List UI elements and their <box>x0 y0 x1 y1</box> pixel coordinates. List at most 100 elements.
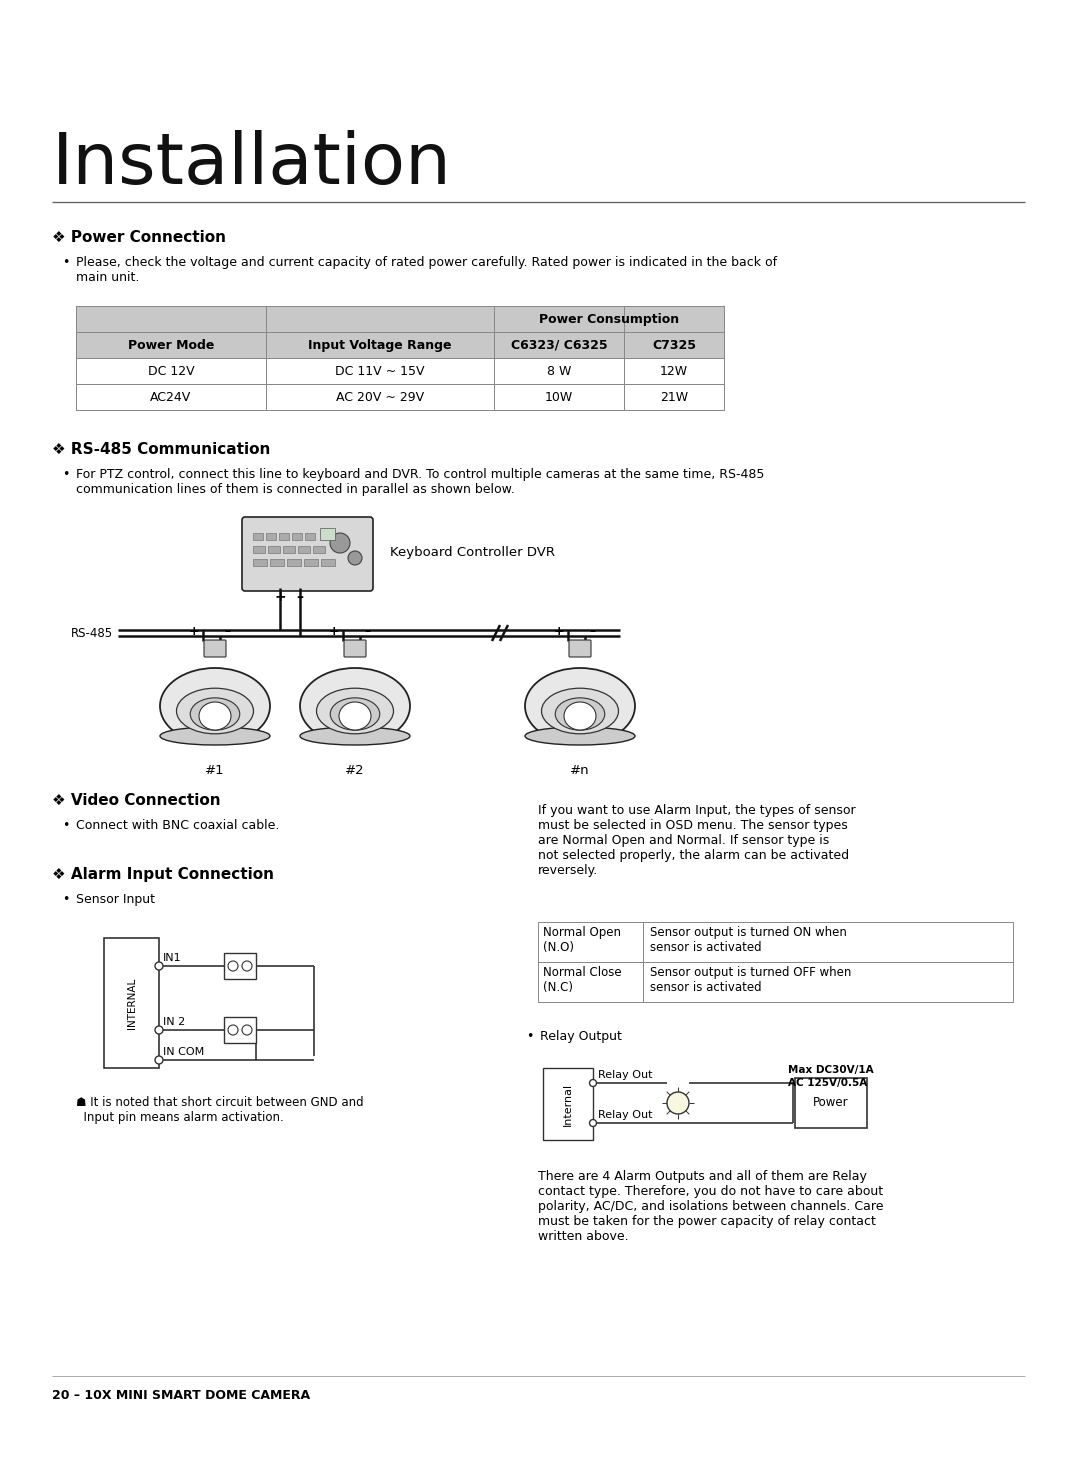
Bar <box>298 546 310 553</box>
Circle shape <box>156 1025 163 1034</box>
Text: •: • <box>62 256 69 269</box>
FancyBboxPatch shape <box>345 640 366 658</box>
Text: INTERNAL: INTERNAL <box>126 977 136 1028</box>
Text: DC 12V: DC 12V <box>148 365 194 378</box>
Text: +: + <box>553 625 564 638</box>
Text: Max DC30V/1A: Max DC30V/1A <box>788 1065 874 1075</box>
Ellipse shape <box>160 727 270 744</box>
Bar <box>538 962 643 1002</box>
Bar <box>543 1068 593 1140</box>
Bar <box>643 922 1013 962</box>
Text: Power Mode: Power Mode <box>127 338 214 352</box>
FancyBboxPatch shape <box>569 640 591 658</box>
Text: Sensor Input: Sensor Input <box>76 893 156 906</box>
Text: IN COM: IN COM <box>163 1047 204 1058</box>
Text: C6323/ C6325: C6323/ C6325 <box>511 338 607 352</box>
Bar <box>279 533 289 540</box>
Bar <box>266 384 494 410</box>
Bar <box>268 546 280 553</box>
Text: Relay Out: Relay Out <box>598 1069 652 1080</box>
Text: •: • <box>62 893 69 906</box>
Text: +: + <box>328 625 339 638</box>
Text: 21W: 21W <box>660 390 688 403</box>
Text: +: + <box>274 590 286 605</box>
Bar <box>253 546 265 553</box>
Bar <box>305 533 315 540</box>
Text: +: + <box>188 625 199 638</box>
Bar <box>320 528 335 540</box>
Bar <box>292 533 302 540</box>
Text: 20 – 10X MINI SMART DOME CAMERA: 20 – 10X MINI SMART DOME CAMERA <box>52 1389 310 1402</box>
Bar <box>303 559 318 566</box>
Text: Input Voltage Range: Input Voltage Range <box>308 338 451 352</box>
Ellipse shape <box>564 702 596 730</box>
Text: C7325: C7325 <box>652 338 696 352</box>
Ellipse shape <box>176 688 254 734</box>
Bar <box>270 559 284 566</box>
Text: RS-485: RS-485 <box>71 627 113 640</box>
Circle shape <box>228 961 238 971</box>
FancyBboxPatch shape <box>204 640 226 658</box>
Text: Internal: Internal <box>563 1083 573 1125</box>
Text: #n: #n <box>570 763 590 777</box>
Bar <box>76 357 266 384</box>
Text: ❖ Video Connection: ❖ Video Connection <box>52 793 220 808</box>
Bar <box>795 1078 867 1128</box>
Text: ❖ Alarm Input Connection: ❖ Alarm Input Connection <box>52 866 274 883</box>
Text: •: • <box>62 819 69 833</box>
Bar <box>224 1016 256 1043</box>
Ellipse shape <box>316 688 393 734</box>
Circle shape <box>156 1056 163 1064</box>
Bar <box>624 332 724 357</box>
Ellipse shape <box>330 697 380 730</box>
Text: AC 125V/0.5A: AC 125V/0.5A <box>788 1078 867 1089</box>
Text: If you want to use Alarm Input, the types of sensor
must be selected in OSD menu: If you want to use Alarm Input, the type… <box>538 805 855 877</box>
Bar <box>104 938 159 1068</box>
Ellipse shape <box>300 727 410 744</box>
Bar <box>76 384 266 410</box>
Text: For PTZ control, connect this line to keyboard and DVR. To control multiple came: For PTZ control, connect this line to ke… <box>76 468 765 496</box>
Ellipse shape <box>525 668 635 744</box>
Text: Normal Open
(N.O): Normal Open (N.O) <box>543 927 621 955</box>
Circle shape <box>348 552 362 565</box>
Bar <box>253 533 264 540</box>
Text: –: – <box>224 625 230 638</box>
Bar <box>643 962 1013 1002</box>
Circle shape <box>228 1025 238 1036</box>
Bar <box>313 546 325 553</box>
Circle shape <box>590 1119 596 1127</box>
Text: –: – <box>364 625 370 638</box>
Text: •: • <box>526 1030 534 1043</box>
Text: Power Consumption: Power Consumption <box>539 312 679 325</box>
Bar <box>287 559 301 566</box>
Bar <box>76 306 266 332</box>
Text: Normal Close
(N.C): Normal Close (N.C) <box>543 966 622 994</box>
Circle shape <box>242 961 252 971</box>
Text: Keyboard Controller DVR: Keyboard Controller DVR <box>390 546 555 559</box>
Text: •: • <box>62 468 69 481</box>
Ellipse shape <box>555 697 605 730</box>
Text: 10W: 10W <box>545 390 573 403</box>
Text: DC 11V ~ 15V: DC 11V ~ 15V <box>335 365 424 378</box>
Bar <box>538 922 643 962</box>
Text: Sensor output is turned OFF when
sensor is activated: Sensor output is turned OFF when sensor … <box>650 966 851 994</box>
Text: Connect with BNC coaxial cable.: Connect with BNC coaxial cable. <box>76 819 280 833</box>
Bar <box>624 384 724 410</box>
Ellipse shape <box>541 688 619 734</box>
Text: Installation: Installation <box>52 129 451 199</box>
Circle shape <box>156 962 163 969</box>
Bar <box>266 357 494 384</box>
Text: There are 4 Alarm Outputs and all of them are Relay
contact type. Therefore, you: There are 4 Alarm Outputs and all of the… <box>538 1169 883 1243</box>
Ellipse shape <box>525 727 635 744</box>
Text: ☗ It is noted that short circuit between GND and
  Input pin means alarm activat: ☗ It is noted that short circuit between… <box>76 1096 364 1124</box>
Ellipse shape <box>160 668 270 744</box>
Bar <box>266 332 494 357</box>
Circle shape <box>590 1080 596 1087</box>
Text: 12W: 12W <box>660 365 688 378</box>
Bar <box>321 559 335 566</box>
Bar <box>224 953 256 980</box>
Circle shape <box>242 1025 252 1036</box>
Text: Power: Power <box>813 1096 849 1109</box>
Text: #1: #1 <box>205 763 225 777</box>
Bar <box>494 357 624 384</box>
